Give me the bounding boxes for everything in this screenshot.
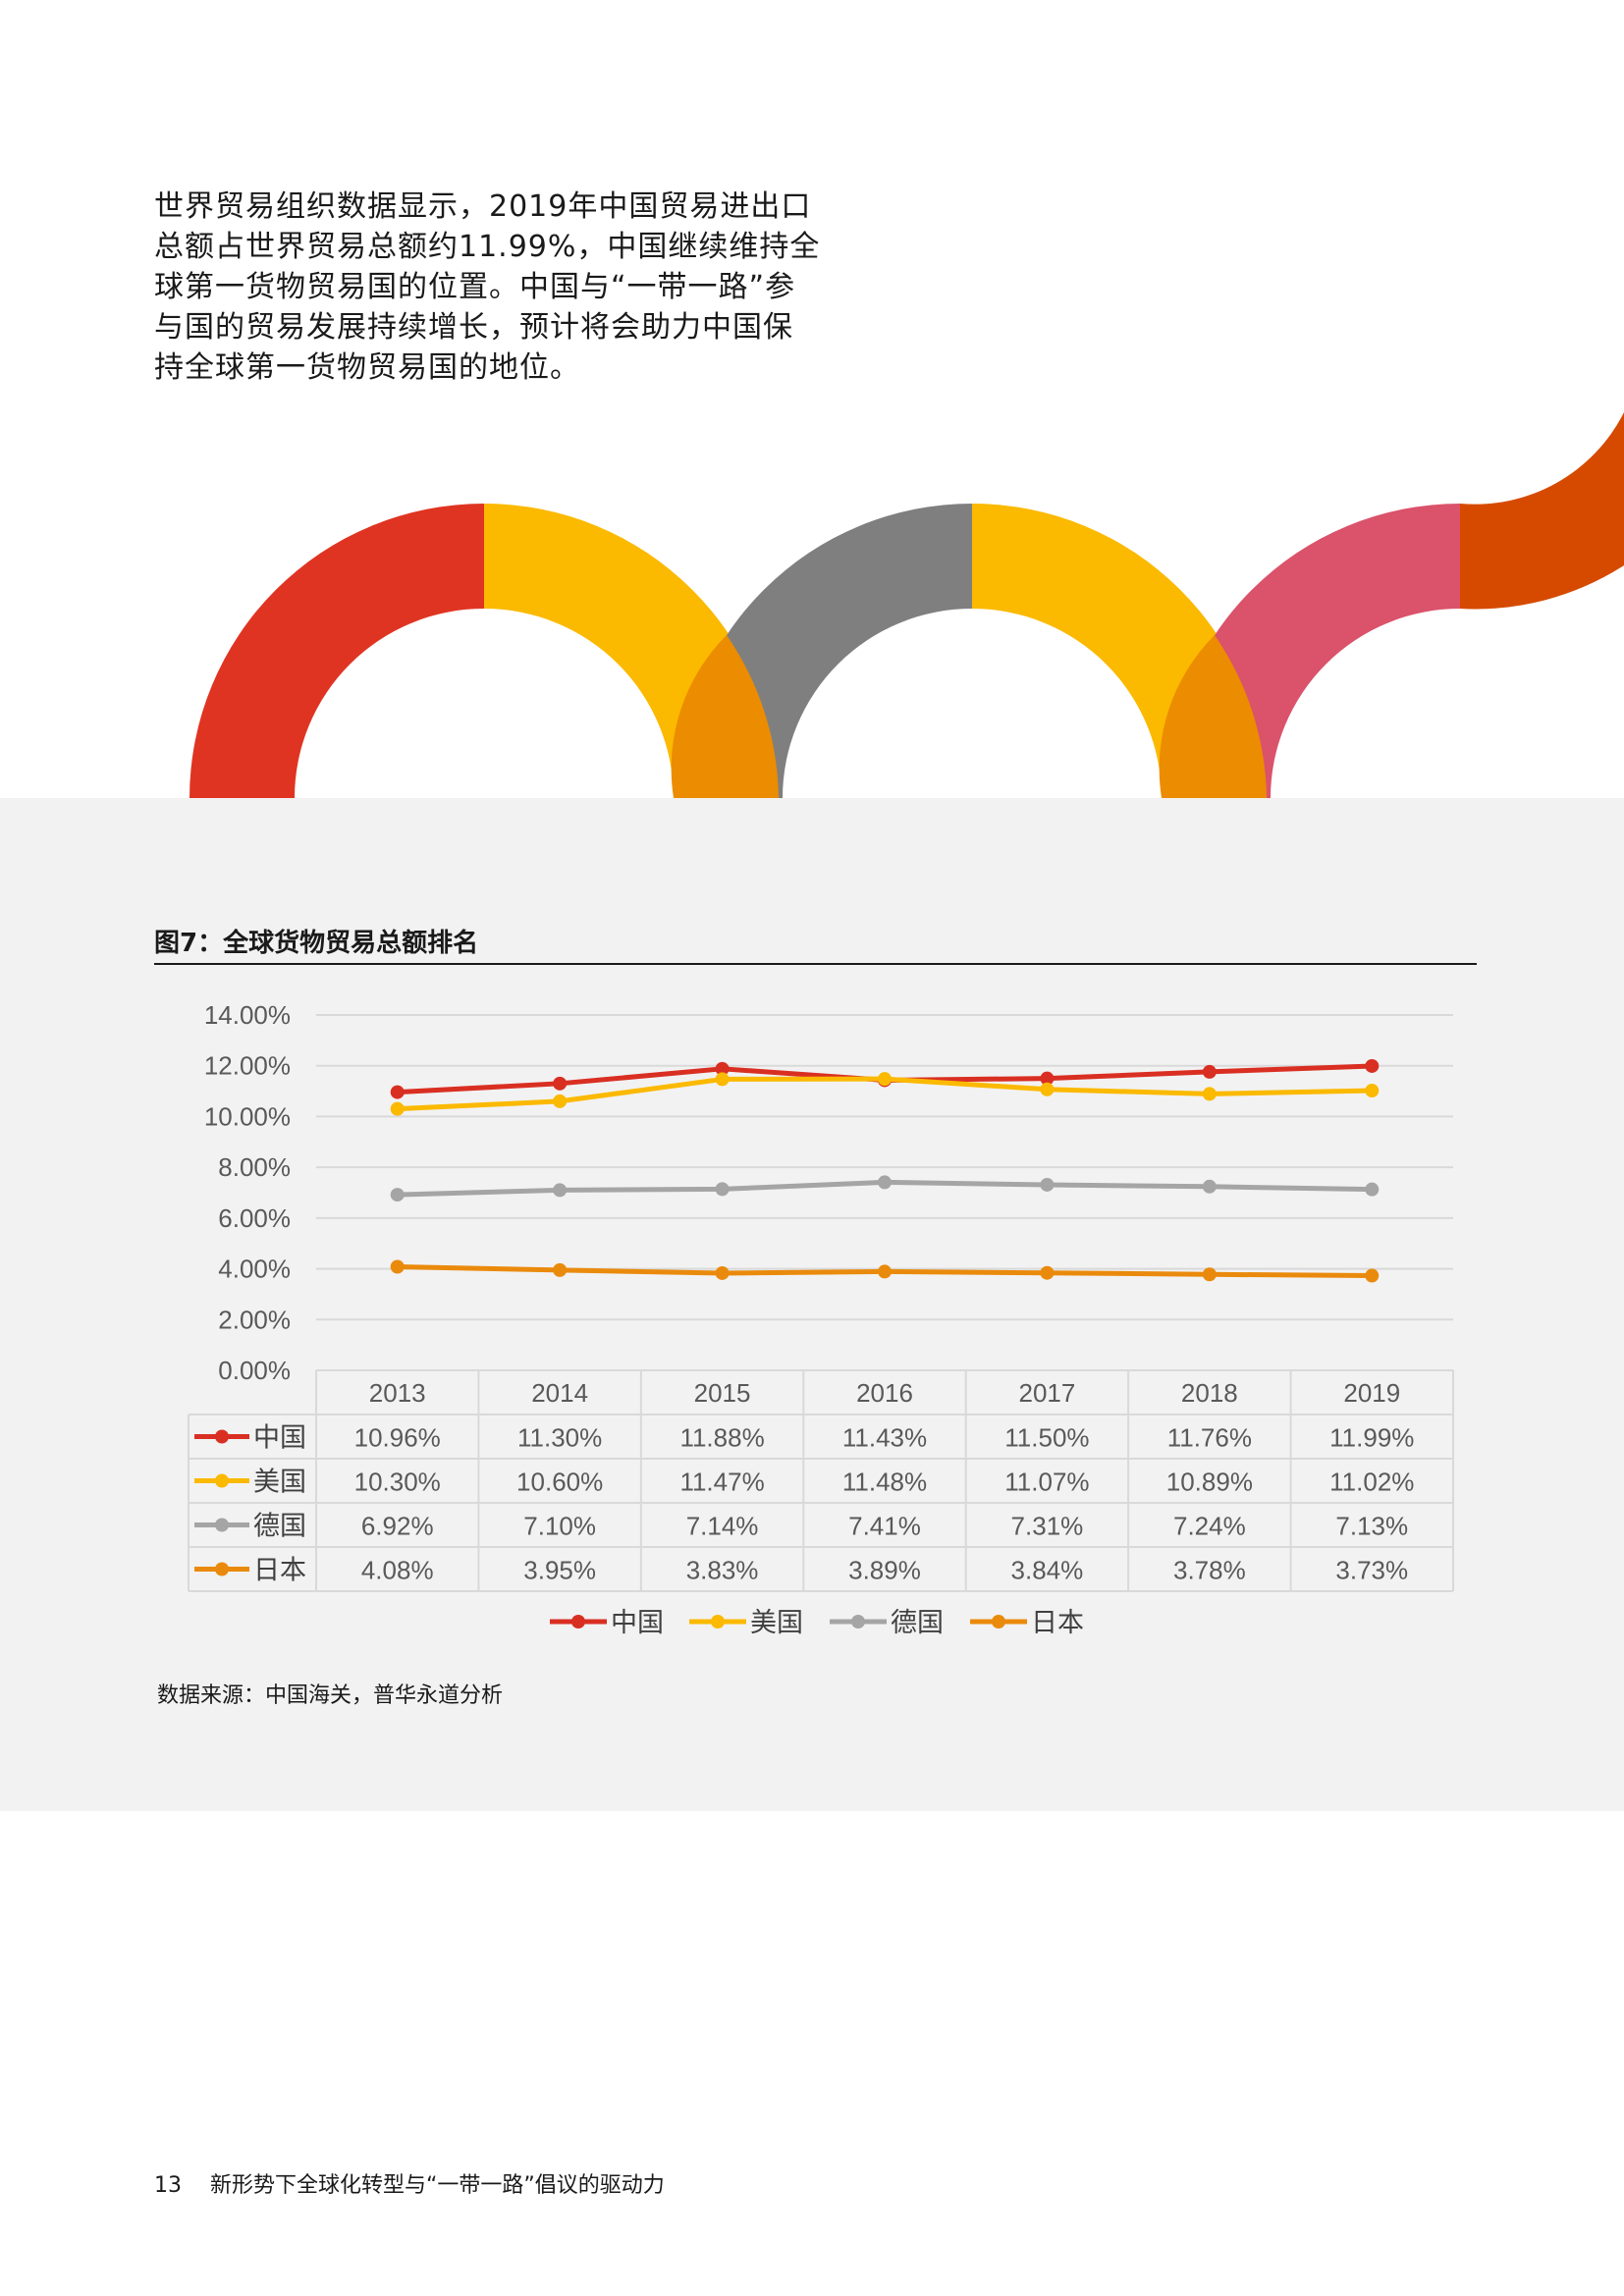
- orange-deco-arc: [1460, 412, 1624, 610]
- data-point: [1202, 1267, 1217, 1282]
- intro-paragraph: 世界贸易组织数据显示，2019年中国贸易进出口总额占世界贸易总额约11.99%，…: [154, 189, 821, 385]
- orange-overlap-arc: [671, 635, 779, 798]
- y-tick-label: 8.00%: [218, 1152, 291, 1182]
- table-value: 3.73%: [1335, 1556, 1408, 1585]
- table-value: 11.47%: [679, 1468, 764, 1497]
- data-point: [553, 1076, 568, 1091]
- table-value: 11.02%: [1329, 1468, 1414, 1497]
- data-point: [715, 1182, 730, 1197]
- document-title: 新形势下全球化转型与“一带一路”倡议的驱动力: [210, 2173, 665, 2198]
- data-point: [1365, 1182, 1380, 1197]
- data-point: [553, 1183, 568, 1198]
- data-point: [1365, 1084, 1380, 1098]
- data-point: [878, 1175, 892, 1190]
- data-point: [1365, 1268, 1380, 1283]
- data-point: [390, 1259, 405, 1274]
- data-point: [1365, 1058, 1380, 1073]
- line-chart: 0.00% 2.00% 4.00% 6.00% 8.00% 10.00% 12.00% 14.…: [188, 1000, 1454, 1637]
- x-category-label: 2015: [694, 1378, 751, 1408]
- x-category-label: 2019: [1343, 1378, 1400, 1408]
- table-value: 10.30%: [354, 1468, 441, 1497]
- data-point: [390, 1188, 405, 1202]
- data-point: [1040, 1265, 1055, 1280]
- table-value: 11.99%: [1329, 1423, 1414, 1453]
- table-series-name: 美国: [253, 1468, 306, 1497]
- table-value: 3.89%: [848, 1556, 921, 1585]
- figure-panel: [0, 798, 1624, 1811]
- table-value: 11.76%: [1167, 1423, 1252, 1453]
- legend-label: 日本: [1031, 1608, 1084, 1637]
- legend-key-marker: [571, 1615, 585, 1629]
- table-value: 3.84%: [1011, 1556, 1084, 1585]
- table-series-name: 日本: [253, 1556, 306, 1585]
- x-category-label: 2014: [531, 1378, 588, 1408]
- data-point: [715, 1265, 730, 1280]
- page-footer: 13 新形势下全球化转型与“一带一路”倡议的驱动力: [154, 2167, 665, 2199]
- data-point: [878, 1264, 892, 1279]
- table-value: 6.92%: [361, 1512, 434, 1541]
- table-series-key-marker: [215, 1473, 229, 1488]
- legend-key-marker: [851, 1615, 865, 1629]
- table-value: 7.14%: [686, 1512, 759, 1541]
- data-point: [878, 1072, 892, 1087]
- data-point: [390, 1101, 405, 1116]
- table-value: 11.50%: [1004, 1423, 1089, 1453]
- table-value: 3.83%: [686, 1556, 759, 1585]
- page-number: 13: [154, 2173, 182, 2198]
- data-point: [1202, 1064, 1217, 1079]
- figure-title: 图7：全球货物贸易总额排名: [154, 929, 479, 958]
- data-point: [715, 1072, 730, 1087]
- table-value: 7.24%: [1173, 1512, 1246, 1541]
- data-point: [1040, 1071, 1055, 1086]
- table-series-key-marker: [215, 1429, 229, 1444]
- table-value: 11.43%: [842, 1423, 927, 1453]
- x-category-label: 2018: [1181, 1378, 1238, 1408]
- data-point: [1202, 1087, 1217, 1101]
- data-point: [553, 1094, 568, 1108]
- data-point: [1040, 1177, 1055, 1192]
- source-note: 数据来源：中国海关，普华永道分析: [157, 1683, 504, 1708]
- legend-key-marker: [992, 1615, 1005, 1629]
- table-series-key-marker: [215, 1518, 229, 1532]
- orange-overlap-arc-2: [1159, 635, 1267, 798]
- data-point: [1040, 1082, 1055, 1096]
- data-point: [1202, 1179, 1217, 1194]
- table-value: 11.48%: [842, 1468, 927, 1497]
- table-series-key-marker: [215, 1562, 229, 1576]
- legend-label: 德国: [891, 1608, 944, 1637]
- data-point: [715, 1061, 730, 1076]
- x-category-label: 2013: [369, 1378, 426, 1408]
- y-tick-label: 6.00%: [218, 1203, 291, 1233]
- table-series-name: 中国: [253, 1423, 306, 1453]
- legend-key-marker: [711, 1615, 725, 1629]
- y-tick-label: 0.00%: [218, 1356, 291, 1385]
- table-value: 10.96%: [354, 1423, 441, 1453]
- data-point: [390, 1085, 405, 1099]
- red-deco-arc: [189, 504, 484, 798]
- table-value: 10.89%: [1166, 1468, 1253, 1497]
- x-category-label: 2016: [856, 1378, 913, 1408]
- y-tick-label: 14.00%: [204, 1000, 291, 1030]
- table-value: 11.88%: [679, 1423, 764, 1453]
- x-category-label: 2017: [1019, 1378, 1076, 1408]
- table-value: 3.78%: [1173, 1556, 1246, 1585]
- legend-label: 美国: [750, 1608, 803, 1637]
- table-value: 4.08%: [361, 1556, 434, 1585]
- y-tick-label: 10.00%: [204, 1101, 291, 1131]
- y-tick-label: 12.00%: [204, 1051, 291, 1081]
- figure-title-rule: [154, 963, 1477, 965]
- table-value: 11.07%: [1004, 1468, 1089, 1497]
- table-series-name: 德国: [253, 1512, 306, 1541]
- y-tick-label: 2.00%: [218, 1305, 291, 1334]
- y-tick-label: 4.00%: [218, 1255, 291, 1284]
- table-value: 3.95%: [523, 1556, 596, 1585]
- table-value: 11.30%: [517, 1423, 602, 1453]
- data-point: [553, 1262, 568, 1277]
- table-value: 7.10%: [523, 1512, 596, 1541]
- table-value: 7.13%: [1335, 1512, 1408, 1541]
- legend-label: 中国: [611, 1608, 664, 1637]
- table-value: 7.41%: [848, 1512, 921, 1541]
- table-value: 10.60%: [516, 1468, 603, 1497]
- table-value: 7.31%: [1011, 1512, 1084, 1541]
